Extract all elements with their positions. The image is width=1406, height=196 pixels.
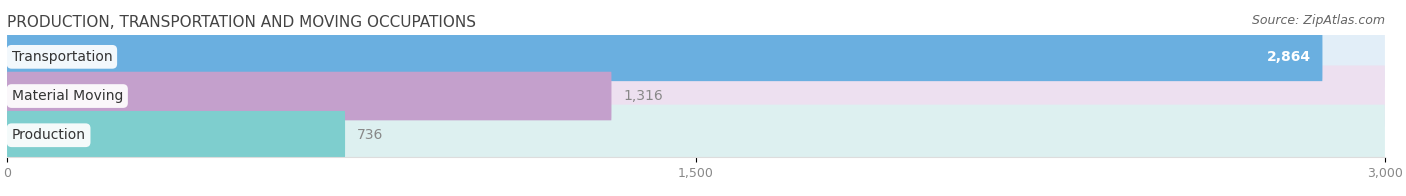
FancyBboxPatch shape — [7, 105, 1385, 166]
Text: Material Moving: Material Moving — [11, 89, 122, 103]
Text: PRODUCTION, TRANSPORTATION AND MOVING OCCUPATIONS: PRODUCTION, TRANSPORTATION AND MOVING OC… — [7, 15, 477, 30]
FancyBboxPatch shape — [7, 72, 612, 120]
Text: Transportation: Transportation — [11, 50, 112, 64]
FancyBboxPatch shape — [7, 26, 1385, 87]
Text: 1,316: 1,316 — [623, 89, 662, 103]
Text: Production: Production — [11, 128, 86, 142]
FancyBboxPatch shape — [7, 111, 344, 160]
FancyBboxPatch shape — [7, 65, 1385, 127]
Text: Source: ZipAtlas.com: Source: ZipAtlas.com — [1251, 14, 1385, 27]
Text: 2,864: 2,864 — [1267, 50, 1310, 64]
Text: 736: 736 — [357, 128, 382, 142]
FancyBboxPatch shape — [7, 33, 1323, 81]
